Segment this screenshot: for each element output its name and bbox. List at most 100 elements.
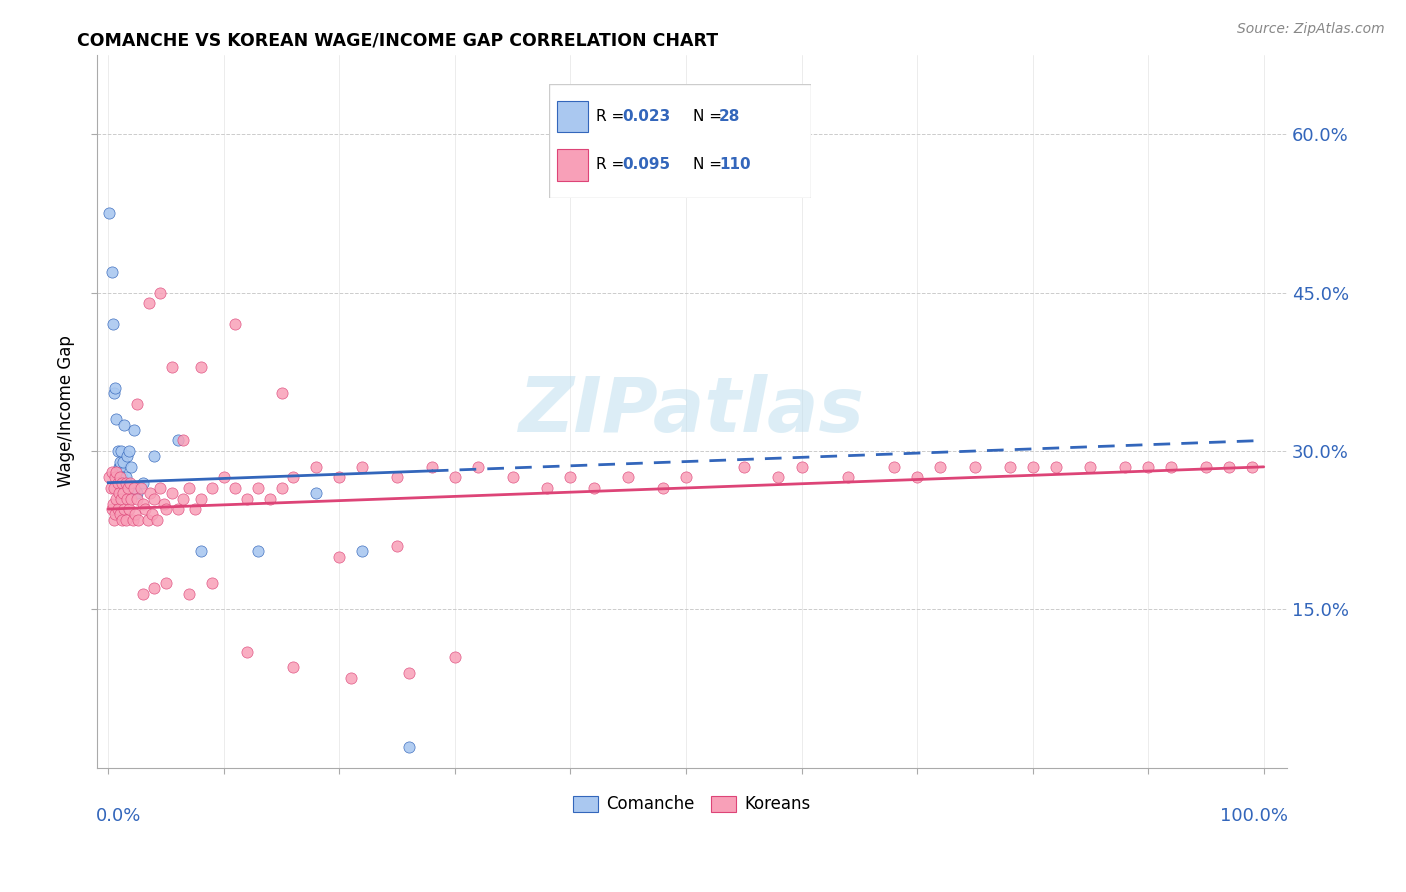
Point [104,470,127,484]
Point [138,296,160,310]
Point [127,513,149,527]
Point [385,470,408,484]
Point [179,586,201,600]
Point [117,481,139,495]
Point [115,450,138,464]
Point [111,475,134,490]
Point [1195,459,1218,474]
Point [444,649,467,664]
Point [502,470,524,484]
Point [127,491,149,506]
Point [127,486,149,500]
Point [122,481,145,495]
Point [120,475,142,490]
Point [101,497,124,511]
Point [398,665,420,680]
Point [136,513,159,527]
Point [108,508,131,522]
Point [929,459,952,474]
Point [111,470,134,484]
Point [103,481,125,495]
Point [110,491,132,506]
Point [733,459,755,474]
Point [143,491,166,506]
Legend: Comanche, Koreans: Comanche, Koreans [567,789,817,820]
Point [340,671,363,685]
Point [328,549,350,564]
Point [107,486,129,500]
Point [224,481,246,495]
Point [1137,459,1160,474]
Point [247,544,270,558]
Point [114,470,136,484]
Point [1218,459,1240,474]
Point [118,444,141,458]
Point [247,481,270,495]
Point [352,544,374,558]
Point [270,386,292,401]
Point [1045,459,1067,474]
Point [104,381,127,395]
Point [98,470,121,484]
Point [143,450,166,464]
Point [963,459,986,474]
Point [105,491,128,506]
Point [1080,459,1102,474]
Point [110,444,132,458]
Point [837,470,859,484]
Point [114,513,136,527]
Point [100,481,122,495]
Point [134,502,156,516]
Point [160,359,183,374]
Point [1021,459,1043,474]
Point [103,513,125,527]
Point [141,508,163,522]
Point [107,502,129,516]
Point [127,396,149,410]
Point [190,359,212,374]
Point [305,486,328,500]
Point [385,539,408,553]
Point [259,491,281,506]
Point [883,459,905,474]
Point [108,470,131,484]
Point [328,470,350,484]
Point [103,386,125,401]
Point [281,470,304,484]
Y-axis label: Wage/Income Gap: Wage/Income Gap [58,335,75,487]
Point [107,459,129,474]
Point [201,576,224,591]
Point [201,481,224,495]
Point [467,459,489,474]
Point [143,581,166,595]
Text: 0.0%: 0.0% [96,807,141,825]
Point [132,475,155,490]
Point [139,486,162,500]
Text: Source: ZipAtlas.com: Source: ZipAtlas.com [1237,22,1385,37]
Point [112,486,135,500]
Point [111,513,134,527]
Point [107,444,129,458]
Point [179,481,201,495]
Point [190,544,212,558]
Point [107,475,129,490]
Point [651,481,673,495]
Point [236,644,259,658]
Point [212,470,235,484]
Point [114,417,136,432]
Point [172,434,194,448]
Point [120,459,142,474]
Point [114,502,136,516]
Text: ZIPatlas: ZIPatlas [519,375,865,449]
Point [224,318,246,332]
Point [100,502,122,516]
Point [118,502,141,516]
Point [270,481,292,495]
Point [100,264,122,278]
Point [190,491,212,506]
Point [155,576,177,591]
Point [129,481,152,495]
Point [149,285,172,300]
Point [160,486,183,500]
Point [112,454,135,468]
